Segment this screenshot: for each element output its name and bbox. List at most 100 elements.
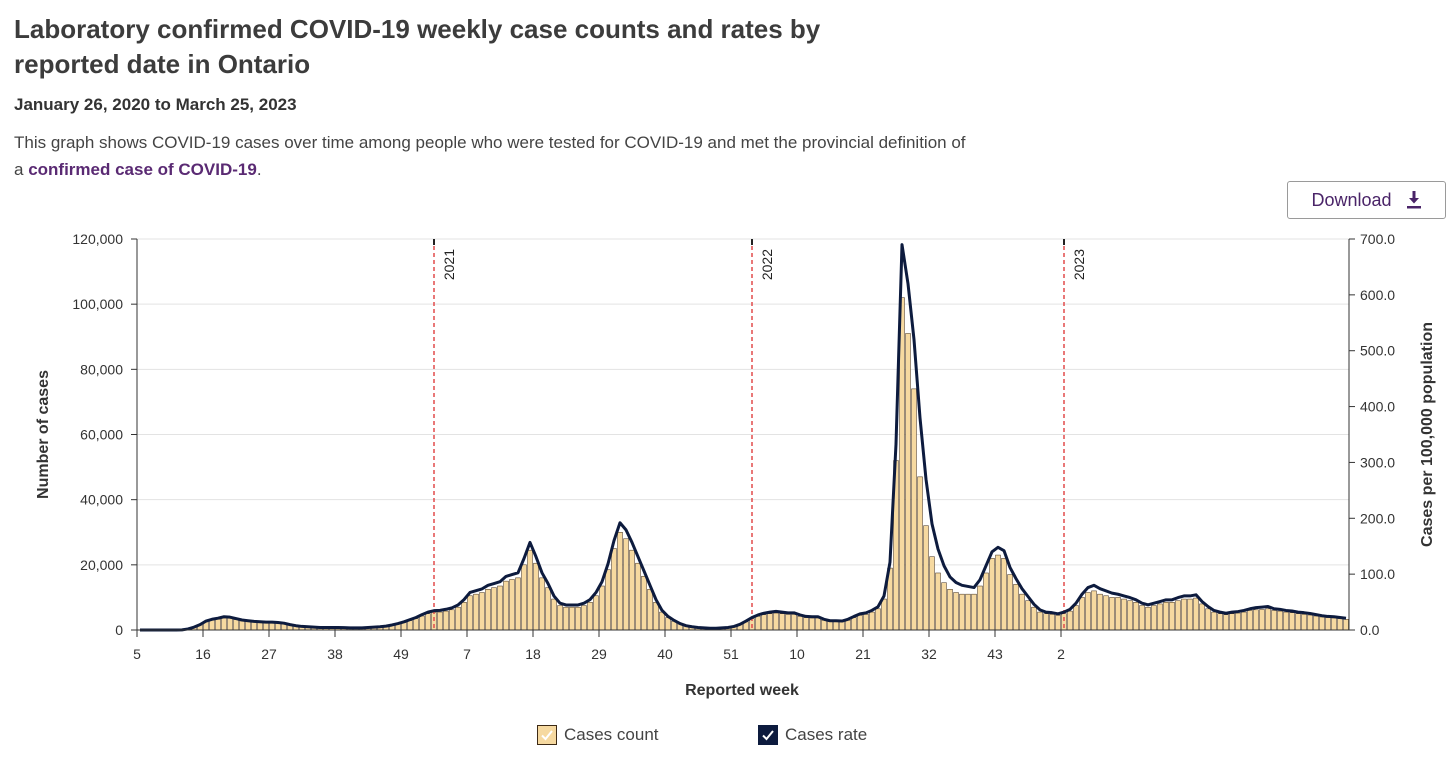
bar-cases-count [473, 593, 479, 631]
bar-cases-count [461, 602, 467, 631]
x-tick-label: 21 [855, 646, 871, 662]
x-tick-label: 7 [463, 646, 471, 662]
bar-cases-count [1007, 574, 1013, 631]
download-icon [1406, 191, 1421, 209]
bar-cases-count [1121, 598, 1127, 631]
download-button[interactable]: Download [1287, 181, 1446, 219]
checkmark-icon [541, 730, 553, 741]
bar-cases-count [1211, 611, 1217, 631]
bar-cases-count [821, 619, 827, 631]
bar-cases-count [791, 614, 797, 631]
bar-cases-count [1289, 612, 1295, 631]
y-tick-left-label: 80,000 [80, 361, 123, 377]
y-tick-right-label: 500.0 [1360, 343, 1395, 359]
bar-cases-count [1241, 611, 1247, 631]
bar-cases-count [1175, 600, 1181, 631]
bar-cases-count [959, 593, 965, 631]
bar-cases-count [1337, 618, 1343, 631]
bar-cases-count [827, 621, 833, 631]
bar-cases-count [1187, 598, 1193, 631]
bar-cases-count [1109, 597, 1115, 631]
bar-cases-count [1217, 613, 1223, 631]
year-marker-label: 2021 [441, 249, 457, 280]
bar-cases-count [569, 606, 575, 631]
bar-cases-count [845, 619, 851, 631]
bar-cases-count [965, 593, 971, 631]
bar-cases-count [803, 617, 809, 631]
bar-cases-count [995, 554, 1001, 631]
bar-cases-count [839, 621, 845, 631]
bar-cases-count [521, 564, 527, 631]
bar-cases-count [509, 579, 515, 631]
bar-cases-count [857, 615, 863, 631]
x-tick-label: 16 [195, 646, 211, 662]
bar-cases-count [515, 577, 521, 631]
bar-cases-count [419, 615, 425, 631]
bar-cases-count [545, 587, 551, 631]
y-tick-left-label: 20,000 [80, 557, 123, 573]
bar-cases-count [1085, 592, 1091, 631]
bar-cases-count [1091, 590, 1097, 631]
x-tick-label: 2 [1057, 646, 1065, 662]
legend-item-cases-rate[interactable]: Cases rate [758, 725, 867, 745]
bar-cases-count [1331, 617, 1337, 631]
bar-cases-count [1265, 608, 1271, 631]
y-tick-left-label: 40,000 [80, 492, 123, 508]
bar-cases-count [425, 613, 431, 631]
bar-cases-count [755, 616, 761, 631]
x-tick-label: 18 [525, 646, 541, 662]
x-tick-label: 5 [133, 646, 141, 662]
confirmed-case-link[interactable]: confirmed case of COVID-19 [28, 160, 257, 179]
bar-cases-count [1043, 613, 1049, 631]
bar-cases-count [557, 605, 563, 631]
bar-cases-count [797, 616, 803, 631]
bar-cases-count [923, 525, 929, 631]
description-text: This graph shows COVID-19 cases over tim… [14, 133, 966, 179]
bar-cases-count [605, 569, 611, 631]
bar-cases-count [785, 614, 791, 631]
x-tick-label: 32 [921, 646, 937, 662]
bar-cases-count [1097, 593, 1103, 631]
bar-cases-count [1313, 615, 1319, 631]
y-tick-right-label: 200.0 [1360, 510, 1395, 526]
bar-cases-count [443, 610, 449, 631]
bar-cases-count [653, 602, 659, 631]
bar-cases-count [911, 388, 917, 631]
bar-cases-count [1025, 600, 1031, 631]
bar-cases-count [563, 606, 569, 631]
legend-item-cases-count[interactable]: Cases count [537, 725, 659, 745]
legend-swatch-cases-count [537, 725, 557, 745]
bar-cases-count [875, 608, 881, 631]
bar-cases-count [935, 572, 941, 631]
bar-cases-count [989, 558, 995, 631]
bar-cases-count [1145, 606, 1151, 631]
legend-swatch-cases-rate [758, 725, 778, 745]
bar-cases-count [767, 613, 773, 631]
y-tick-right-label: 400.0 [1360, 399, 1395, 415]
bar-cases-count [665, 617, 671, 631]
bar-cases-count [905, 333, 911, 631]
bar-cases-count [245, 621, 251, 631]
bar-cases-count [1319, 616, 1325, 631]
download-button-label: Download [1311, 189, 1392, 210]
bar-cases-count [611, 548, 617, 631]
bar-cases-count [467, 595, 473, 631]
bar-cases-count [1103, 595, 1109, 631]
bar-cases-count [221, 617, 227, 631]
bar-cases-count [575, 606, 581, 631]
y-tick-right-label: 300.0 [1360, 454, 1395, 470]
bar-cases-count [1253, 609, 1259, 631]
bar-cases-count [629, 549, 635, 631]
bar-cases-count [1247, 610, 1253, 631]
bar-cases-count [599, 585, 605, 631]
bar-cases-count [941, 582, 947, 631]
bar-cases-count [1079, 597, 1085, 631]
bar-cases-count [251, 621, 257, 631]
bar-cases-count [1181, 598, 1187, 631]
bar-cases-count [623, 538, 629, 631]
y-tick-left-label: 0 [115, 622, 123, 638]
bar-cases-count [1283, 611, 1289, 631]
covid-cases-chart: 0 20,000 40,000 60,000 80,000 100,000 120,000 0… [35, 231, 1436, 699]
bar-cases-count [1193, 597, 1199, 631]
bar-cases-count [1013, 584, 1019, 631]
